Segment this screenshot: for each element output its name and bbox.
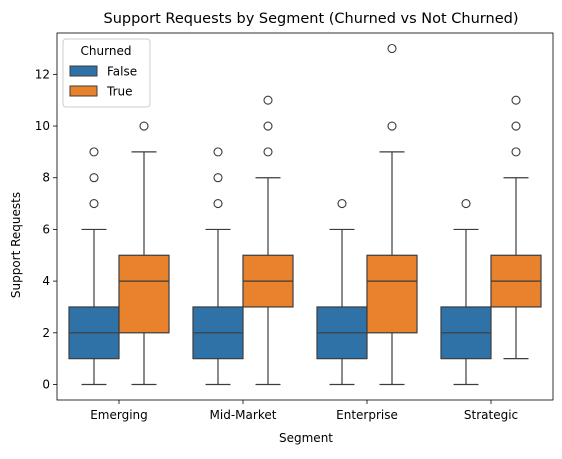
y-tick-label: 10 bbox=[35, 119, 50, 133]
box-true bbox=[118, 254, 170, 334]
legend-label-false: False bbox=[107, 65, 137, 79]
legend-swatch-true bbox=[69, 85, 98, 97]
x-tick-label: Enterprise bbox=[336, 408, 398, 422]
x-tick-label: Strategic bbox=[464, 408, 518, 422]
chart-title: Support Requests by Segment (Churned vs … bbox=[104, 11, 519, 27]
outlier-point bbox=[213, 199, 223, 209]
outlier-point bbox=[511, 121, 521, 131]
legend-swatch-false bbox=[69, 65, 98, 77]
outlier-point bbox=[387, 121, 397, 131]
outlier-point bbox=[213, 173, 223, 183]
outlier-point bbox=[387, 43, 397, 54]
x-tick-label: Mid-Market bbox=[210, 408, 277, 422]
y-tick-label: 12 bbox=[35, 67, 50, 81]
outlier-point bbox=[337, 199, 347, 209]
y-axis-label: Support Requests bbox=[9, 192, 23, 298]
y-tick-label: 6 bbox=[42, 222, 50, 236]
outlier-point bbox=[263, 147, 273, 157]
outlier-point bbox=[263, 121, 273, 131]
outlier-point bbox=[89, 173, 99, 183]
x-axis-label: Segment bbox=[279, 431, 333, 445]
outlier-point bbox=[89, 199, 99, 209]
outlier-point bbox=[511, 147, 521, 157]
outlier-point bbox=[263, 95, 273, 105]
legend-label-true: True bbox=[106, 85, 133, 99]
y-tick-label: 8 bbox=[42, 171, 50, 185]
outlier-point bbox=[89, 147, 99, 157]
outlier-point bbox=[461, 199, 471, 209]
box-true bbox=[366, 254, 418, 334]
legend-title: Churned bbox=[81, 44, 132, 58]
outlier-point bbox=[213, 147, 223, 157]
x-tick-label: Emerging bbox=[90, 408, 148, 422]
y-tick-label: 0 bbox=[42, 377, 50, 391]
plot-frame bbox=[56, 32, 554, 401]
outlier-point bbox=[511, 95, 521, 105]
outlier-point bbox=[139, 121, 149, 131]
y-tick-label: 4 bbox=[42, 274, 50, 288]
y-tick-label: 2 bbox=[42, 326, 50, 340]
